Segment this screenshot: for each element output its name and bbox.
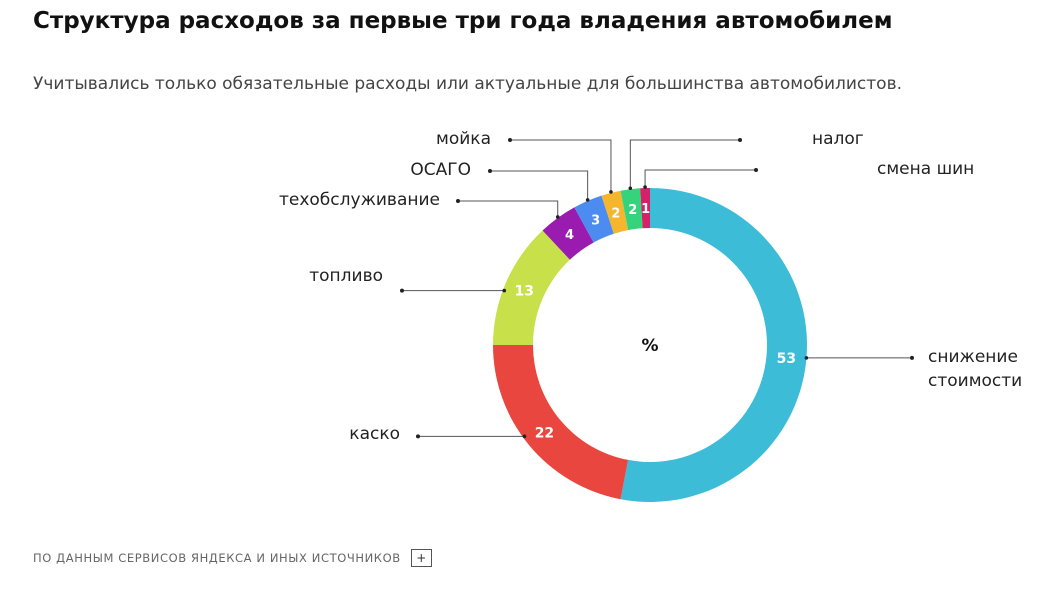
slice-налог [620,188,643,231]
value-label-налог: 2 [628,203,637,218]
leader-dot-техобслуживание [456,199,460,203]
leader-line-смена-шин [644,169,756,188]
category-label-топливо: топливо [309,266,383,286]
leader-line-налог [629,139,740,189]
chart-subtitle: Учитывались только обязательные расходы … [33,74,903,94]
slice-dot-топливо [502,288,507,293]
slice-каско [493,345,629,500]
leader-dot-налог [738,138,742,142]
value-label-осаго: 3 [591,213,600,228]
value-label-техобслуживание: 4 [565,228,574,243]
source-note: ПО ДАННЫМ СЕРВИСОВ ЯНДЕКСА И ИНЫХ ИСТОЧН… [33,549,432,567]
slice-dot-каско [522,434,527,439]
slice-смена-шин [640,188,650,229]
slice-техобслуживание [542,207,594,260]
leader-dot-смена-шин [754,168,758,172]
slice-dot-налог [628,186,633,191]
category-label-налог: налог [812,129,864,149]
category-label-снижение-стоимости: снижение стоимости [928,347,1022,391]
expand-source-button[interactable]: + [410,549,432,567]
category-label-каско: каско [349,424,400,444]
value-label-смена-шин: 1 [641,202,650,217]
slice-dot-техобслуживание [555,215,560,219]
value-label-каско: 22 [535,425,554,441]
source-text: ПО ДАННЫМ СЕРВИСОВ ЯНДЕКСА И ИНЫХ ИСТОЧН… [33,551,401,565]
slice-dot-смена-шин [643,185,647,189]
leader-line-техобслуживание [458,200,559,217]
value-label-мойка: 2 [611,206,620,221]
value-label-снижение-стоимости: 53 [777,351,796,367]
slice-мойка [601,190,629,234]
leader-dot-мойка [508,138,512,142]
category-label-смена-шин: смена шин [877,159,974,179]
slice-осаго [574,195,614,243]
leader-dot-каско [416,434,420,439]
slice-топливо [493,230,570,345]
chart-title: Структура расходов за первые три года вл… [33,8,893,34]
slice-снижение-стоимости [620,188,808,502]
category-label-осаго: ОСАГО [410,160,471,180]
leader-dot-снижение-стоимости [910,355,914,360]
category-label-техобслуживание: техобслуживание [279,190,440,210]
slice-dot-мойка [609,190,613,194]
category-label-мойка: мойка [436,129,491,149]
leader-dot-осаго [488,169,492,173]
center-label: % [641,336,658,356]
slice-dot-снижение-стоимости [804,356,809,360]
leader-dot-топливо [400,288,404,293]
leader-line-осаго [490,170,589,200]
value-label-топливо: 13 [515,284,534,300]
slice-dot-осаго [585,198,590,202]
leader-line-мойка [510,139,612,192]
